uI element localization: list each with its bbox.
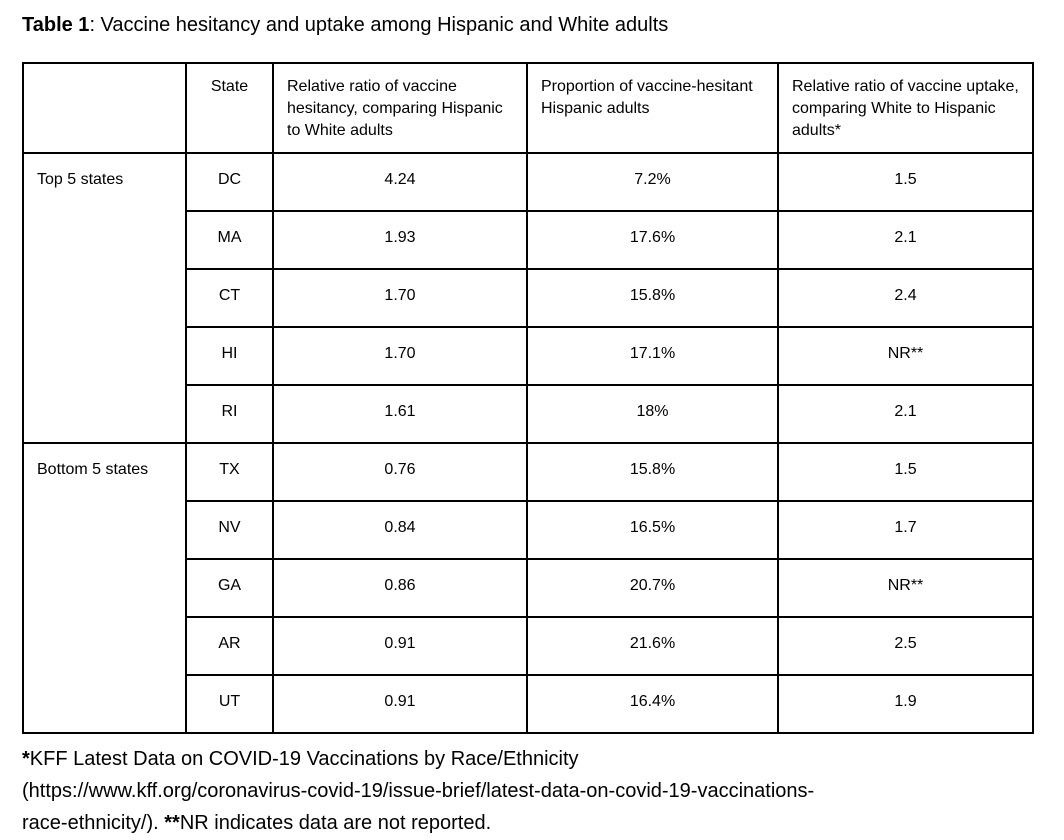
footnote-line-2: (https://www.kff.org/coronavirus-covid-1… [22, 775, 1042, 807]
hesitant-proportion-cell: 18% [526, 384, 779, 444]
hesitant-proportion-cell: 17.6% [526, 210, 779, 270]
hesitancy-ratio-cell: 1.61 [272, 384, 528, 444]
table-row: RI 1.61 18% 2.1 [23, 384, 1034, 444]
hesitancy-ratio-cell: 0.91 [272, 616, 528, 676]
hesitant-proportion-cell: 16.4% [526, 674, 779, 734]
uptake-ratio-cell: 2.5 [777, 616, 1034, 676]
table-row: MA 1.93 17.6% 2.1 [23, 210, 1034, 270]
table-row: Bottom 5 states TX 0.76 15.8% 1.5 [22, 442, 1034, 734]
hesitancy-ratio-cell: 1.70 [272, 326, 528, 386]
header-state: State [185, 62, 274, 154]
hesitant-proportion-cell: 20.7% [526, 558, 779, 618]
uptake-ratio-cell: NR** [777, 558, 1034, 618]
state-cell: UT [185, 674, 274, 734]
hesitant-proportion-cell: 7.2% [526, 152, 779, 212]
hesitant-proportion-cell: 15.8% [526, 268, 779, 328]
table-row: HI 1.70 17.1% NR** [23, 326, 1034, 386]
header-hesitant-proportion: Proportion of vaccine-hesitant Hispanic … [526, 62, 779, 154]
footnote-line-3: race-ethnicity/). **NR indicates data ar… [22, 807, 1042, 839]
uptake-ratio-cell: 2.4 [777, 268, 1034, 328]
group-cell-bottom5: Bottom 5 states [22, 442, 187, 734]
group-cell-top5: Top 5 states [22, 152, 187, 444]
hesitant-proportion-cell: 15.8% [526, 442, 779, 502]
header-group [22, 62, 187, 154]
state-cell: MA [185, 210, 274, 270]
state-cell: NV [185, 500, 274, 560]
uptake-ratio-cell: 1.9 [777, 674, 1034, 734]
state-cell: TX [185, 442, 274, 502]
state-cell: DC [185, 152, 274, 212]
hesitant-proportion-cell: 21.6% [526, 616, 779, 676]
header-hesitancy-ratio: Relative ratio of vaccine hesitancy, com… [272, 62, 528, 154]
table-row: NV 0.84 16.5% 1.7 [23, 500, 1034, 560]
table-caption-label: Table 1 [22, 14, 90, 36]
hesitancy-ratio-cell: 1.70 [272, 268, 528, 328]
hesitancy-ratio-cell: 0.91 [272, 674, 528, 734]
footnote-url-tail: race-ethnicity/). [22, 812, 165, 834]
table-footnote: *KFF Latest Data on COVID-19 Vaccination… [22, 743, 1042, 839]
table-body: Top 5 states DC 4.24 7.2% 1.5 MA 1.93 17… [22, 152, 1034, 734]
footnote-asterisk: * [22, 748, 30, 770]
table-row: CT 1.70 15.8% 2.4 [23, 268, 1034, 328]
state-cell: AR [185, 616, 274, 676]
table-caption: Table 1: Vaccine hesitancy and uptake am… [22, 13, 1042, 37]
uptake-ratio-cell: 1.5 [777, 442, 1034, 502]
hesitancy-ratio-cell: 0.84 [272, 500, 528, 560]
uptake-ratio-cell: 1.7 [777, 500, 1034, 560]
vaccine-hesitancy-table: State Relative ratio of vaccine hesitanc… [22, 62, 1034, 734]
uptake-ratio-cell: 2.1 [777, 384, 1034, 444]
table-row: UT 0.91 16.4% 1.9 [23, 674, 1034, 734]
state-cell: HI [185, 326, 274, 386]
footnote-nr-text: NR indicates data are not reported. [179, 812, 492, 834]
table-row: GA 0.86 20.7% NR** [23, 558, 1034, 618]
state-cell: CT [185, 268, 274, 328]
uptake-ratio-cell: 2.1 [777, 210, 1034, 270]
footnote-source-text: KFF Latest Data on COVID-19 Vaccinations… [29, 748, 579, 770]
state-cell: RI [185, 384, 274, 444]
hesitancy-ratio-cell: 1.93 [272, 210, 528, 270]
header-uptake-ratio: Relative ratio of vaccine uptake, compar… [777, 62, 1034, 154]
footnote-double-asterisk: ** [164, 812, 180, 834]
footnote-line-1: *KFF Latest Data on COVID-19 Vaccination… [22, 743, 1042, 775]
hesitancy-ratio-cell: 4.24 [272, 152, 528, 212]
hesitancy-ratio-cell: 0.86 [272, 558, 528, 618]
hesitant-proportion-cell: 16.5% [526, 500, 779, 560]
table-row: Top 5 states DC 4.24 7.2% 1.5 [22, 152, 1034, 444]
hesitant-proportion-cell: 17.1% [526, 326, 779, 386]
table-header: State Relative ratio of vaccine hesitanc… [22, 62, 1034, 154]
table-row: AR 0.91 21.6% 2.5 [23, 616, 1034, 676]
hesitancy-ratio-cell: 0.76 [272, 442, 528, 502]
uptake-ratio-cell: 1.5 [777, 152, 1034, 212]
state-cell: GA [185, 558, 274, 618]
header-row: State Relative ratio of vaccine hesitanc… [22, 62, 1034, 154]
uptake-ratio-cell: NR** [777, 326, 1034, 386]
footnote-url-text: (https://www.kff.org/coronavirus-covid-1… [22, 780, 815, 802]
table-caption-text: : Vaccine hesitancy and uptake among His… [89, 14, 669, 36]
